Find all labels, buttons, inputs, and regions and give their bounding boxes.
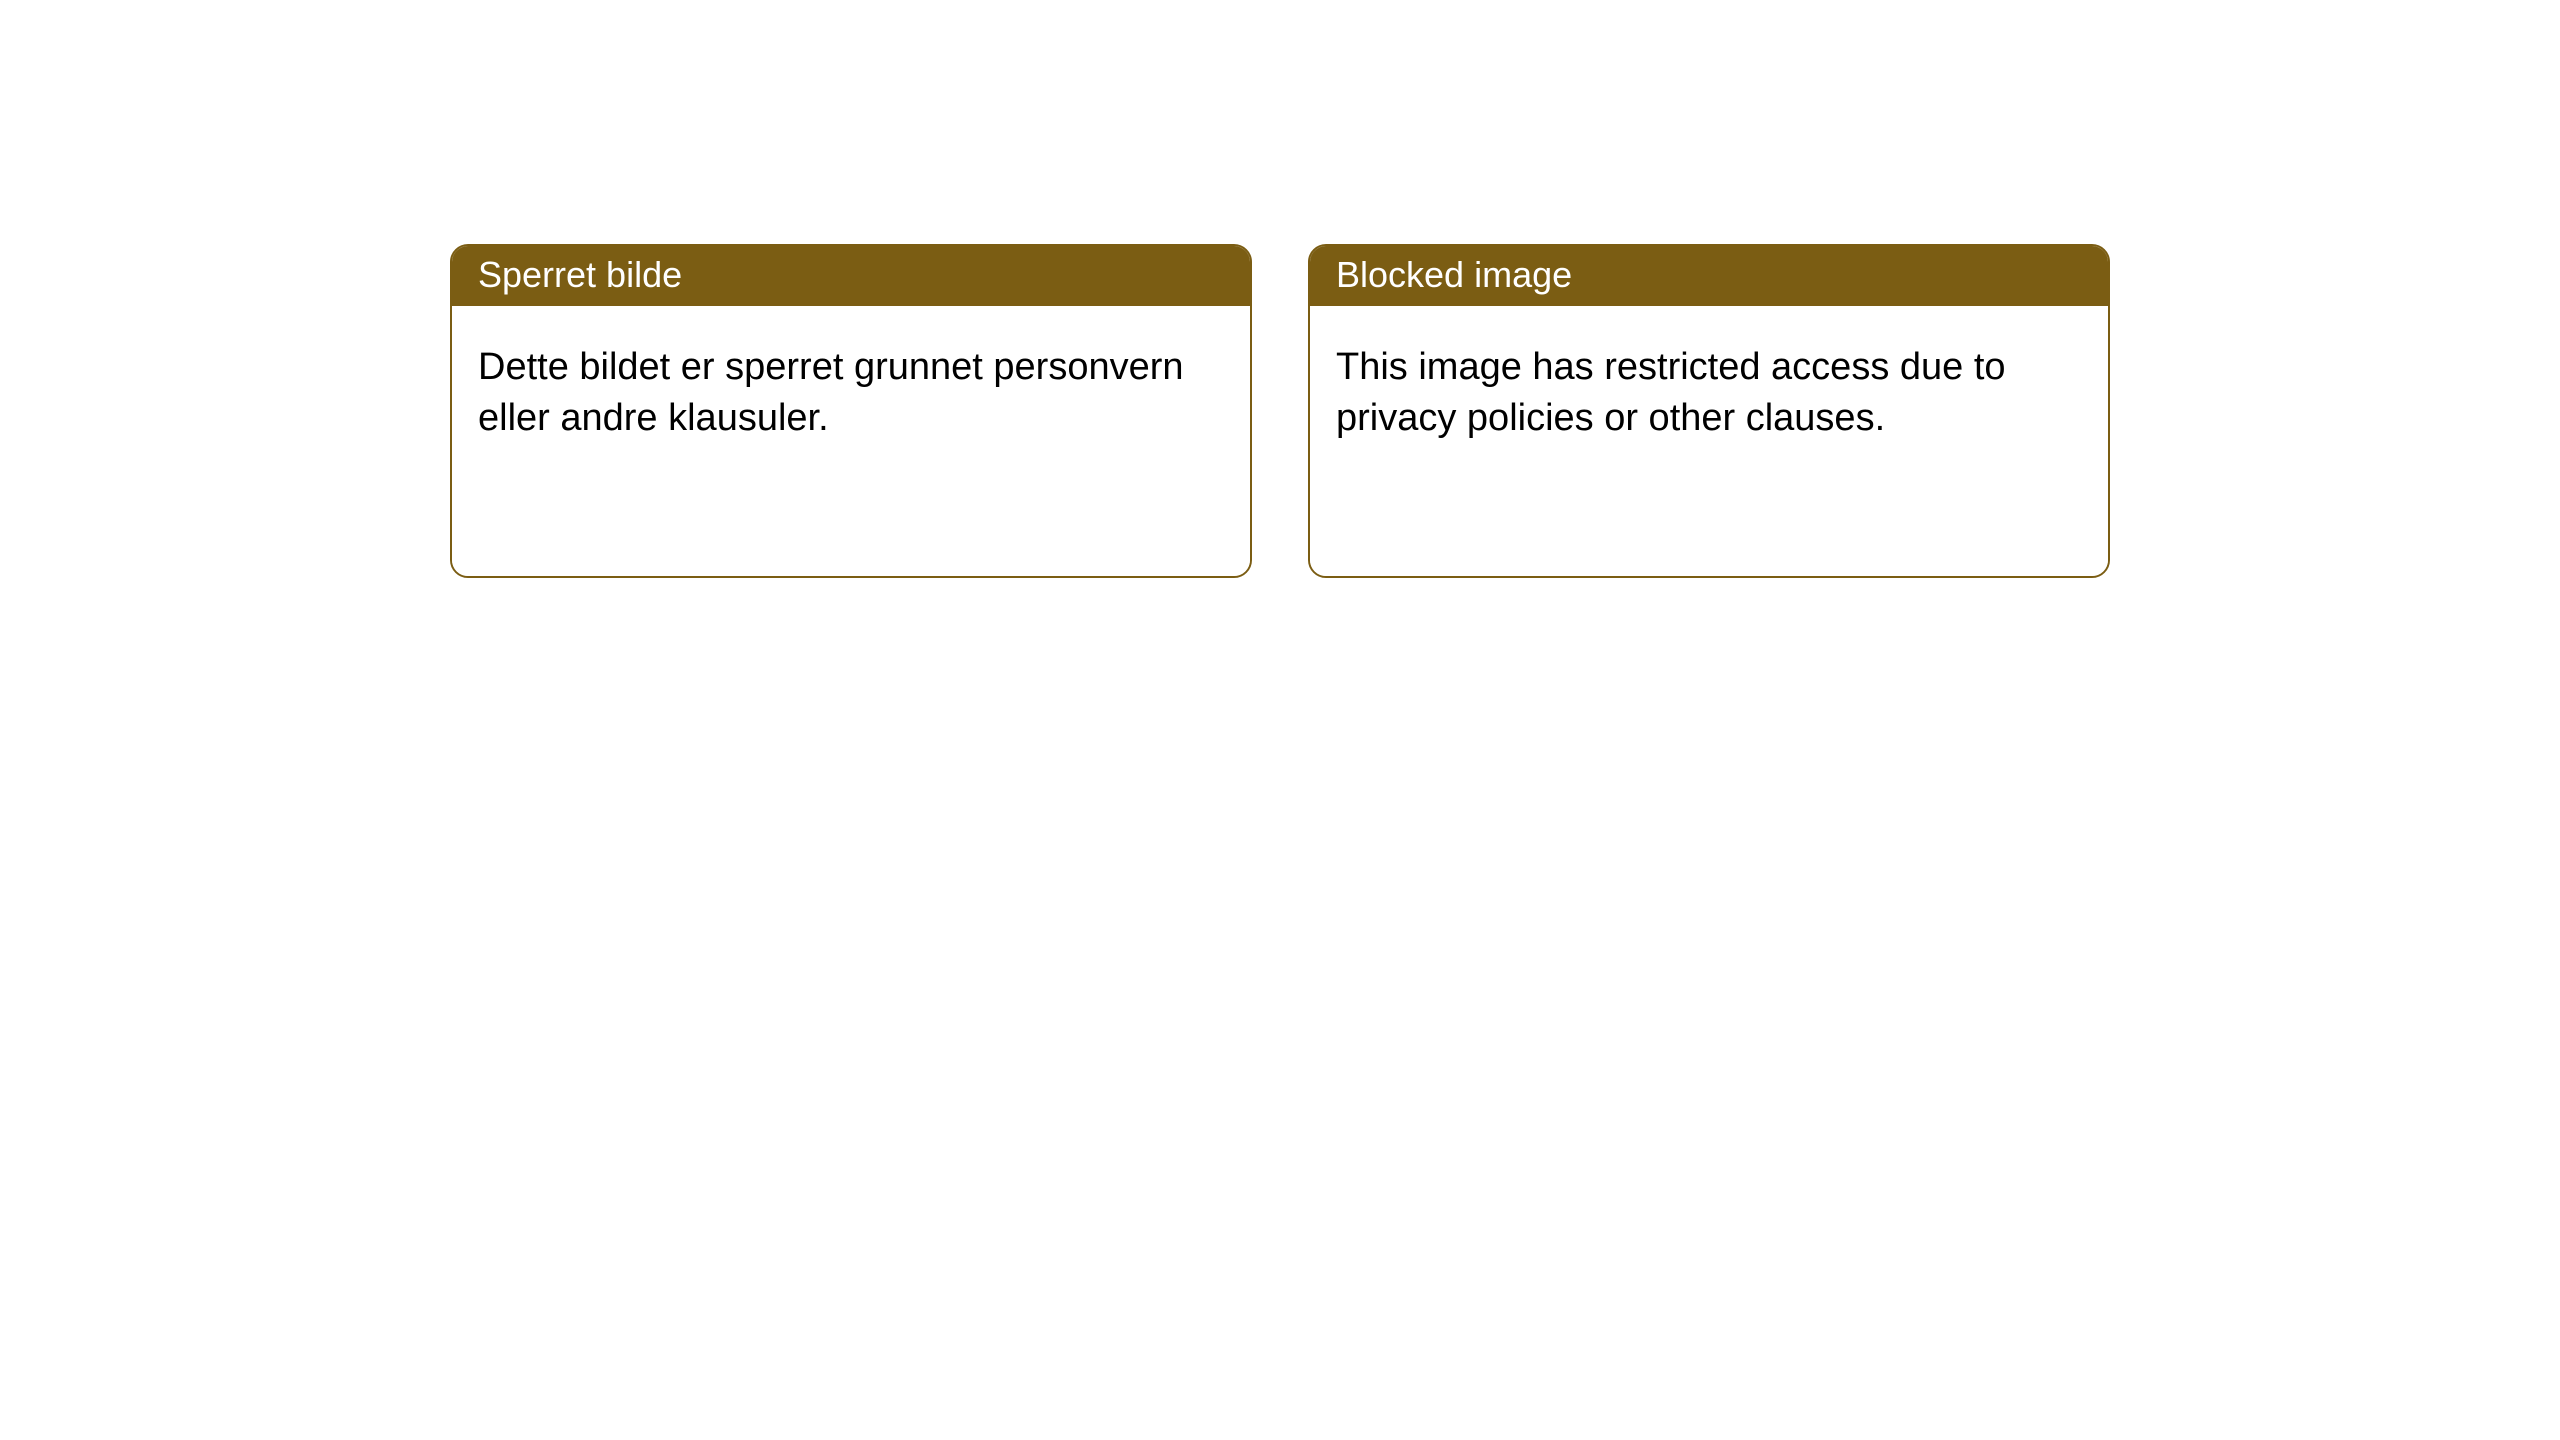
card-body-english: This image has restricted access due to … bbox=[1310, 306, 2108, 576]
notice-container: Sperret bilde Dette bildet er sperret gr… bbox=[0, 0, 2560, 578]
card-norwegian: Sperret bilde Dette bildet er sperret gr… bbox=[450, 244, 1252, 578]
card-header-norwegian: Sperret bilde bbox=[452, 246, 1250, 306]
card-english: Blocked image This image has restricted … bbox=[1308, 244, 2110, 578]
card-body-norwegian: Dette bildet er sperret grunnet personve… bbox=[452, 306, 1250, 576]
card-header-english: Blocked image bbox=[1310, 246, 2108, 306]
